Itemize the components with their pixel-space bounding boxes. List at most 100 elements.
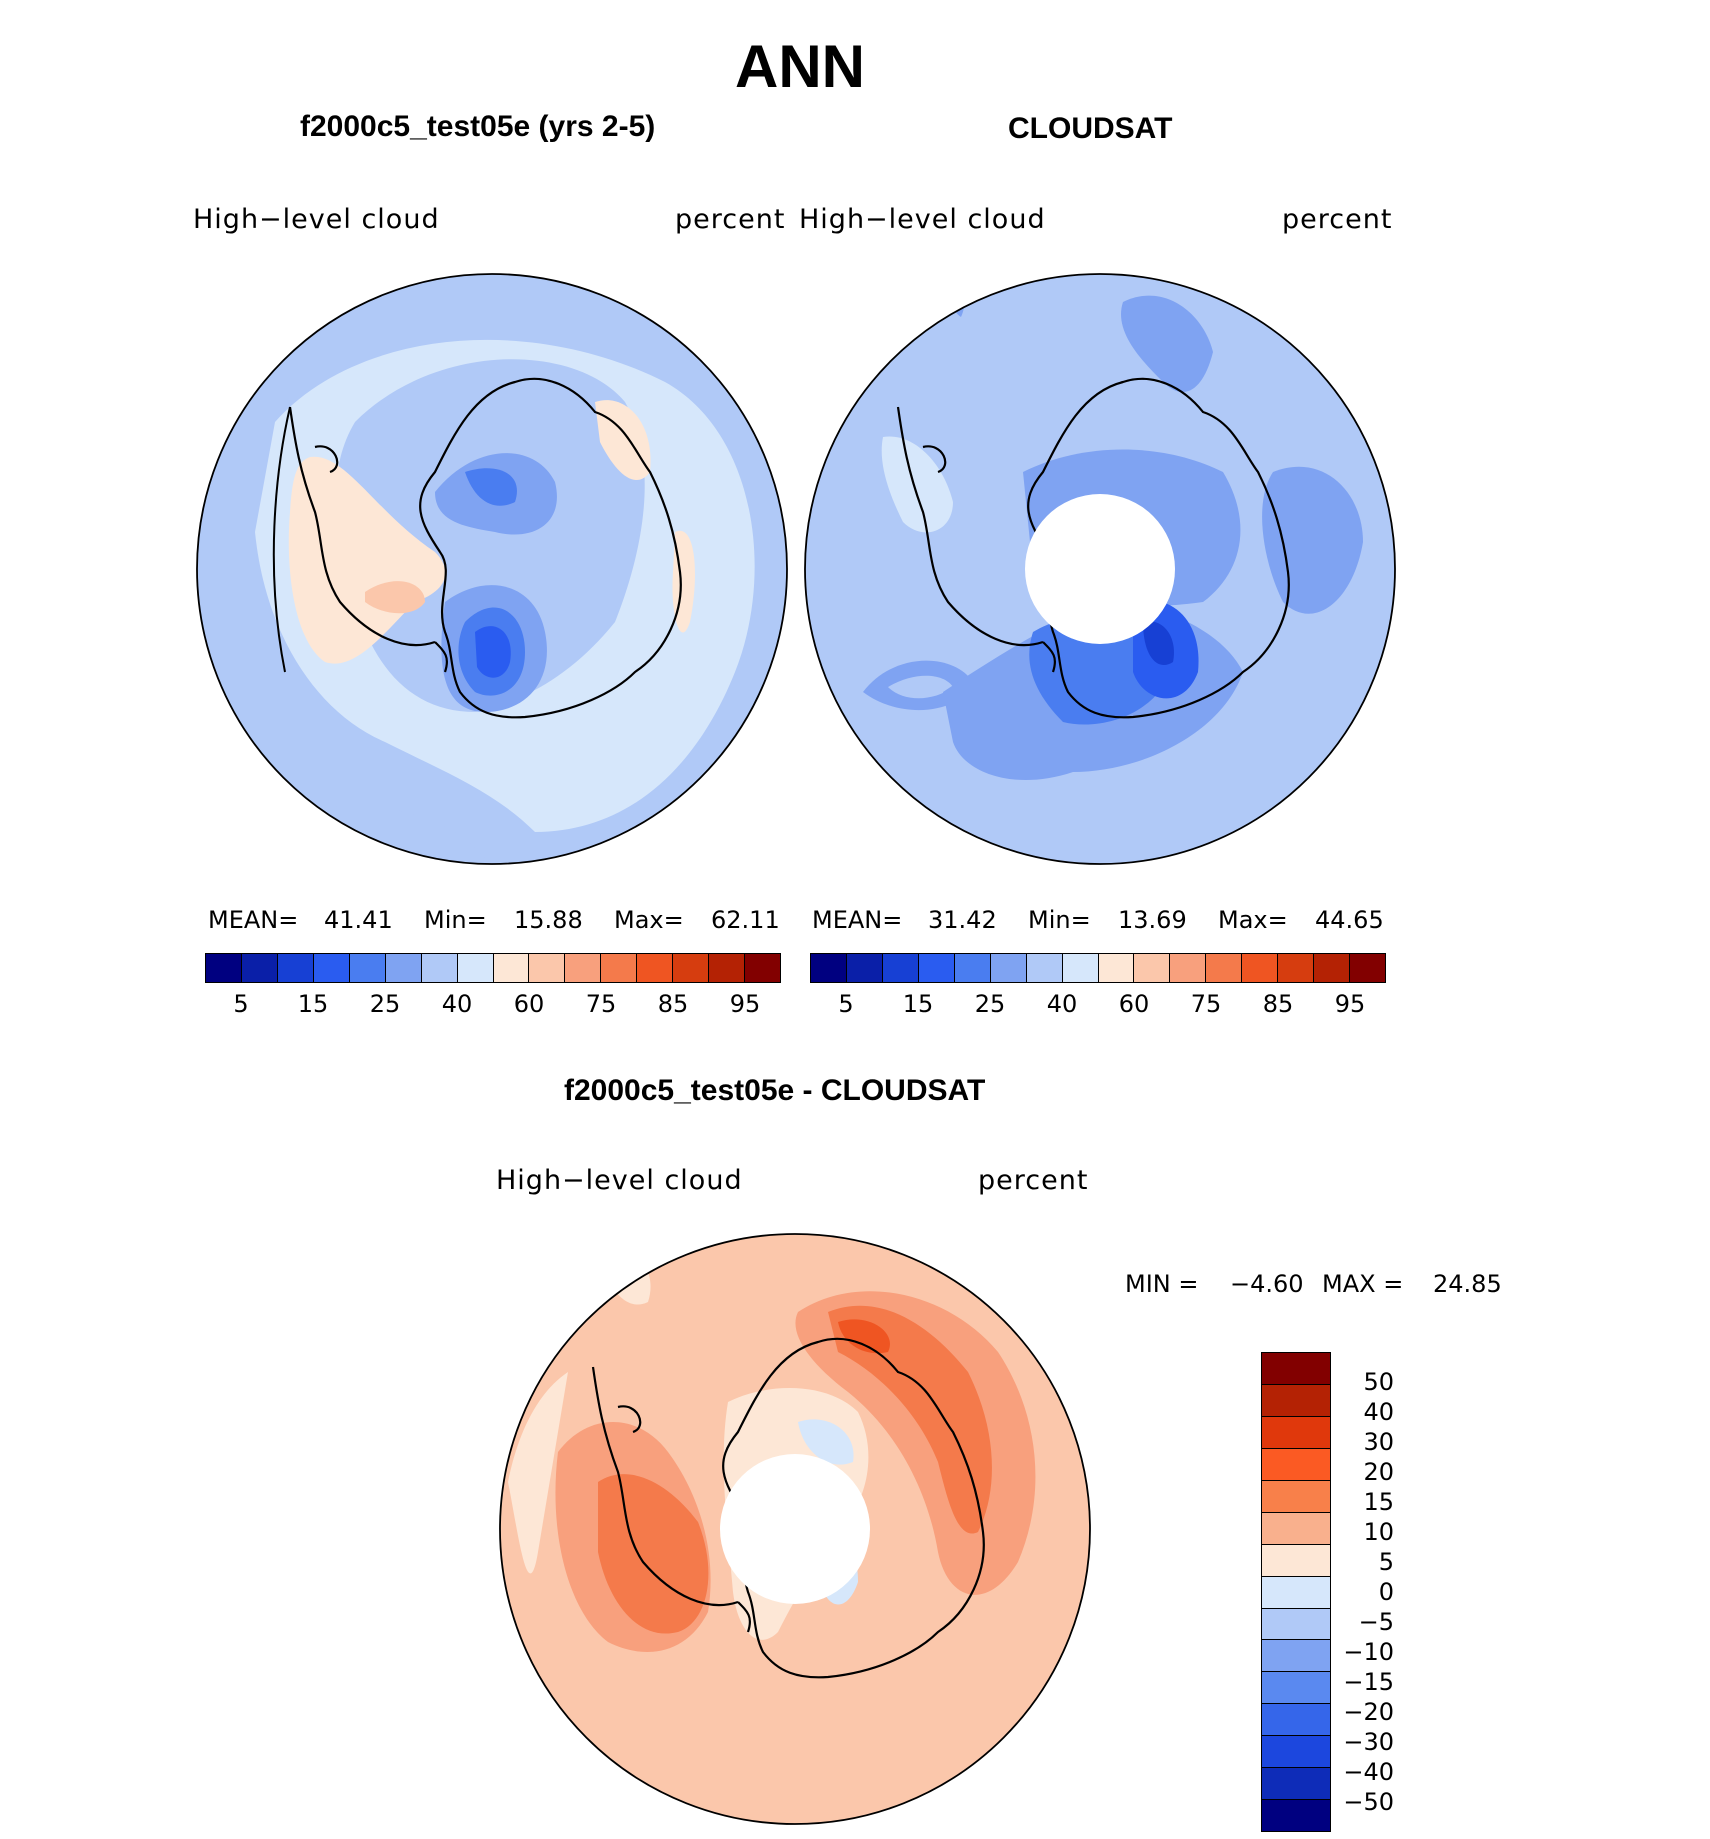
colorbar-tick-label: 60 xyxy=(513,990,545,1018)
colorbar-swatch xyxy=(313,954,350,982)
colorbar-tick-label: 5 xyxy=(233,990,249,1018)
diff-colorbar-ticks: 50 40 30 20 15 10 5 0 −5 −10 −15 −20 −30 −40 −50 xyxy=(1334,1352,1414,1832)
colorbar-swatch xyxy=(1262,1416,1330,1449)
colorbar-swatch xyxy=(1262,1736,1330,1769)
colorbar-swatch xyxy=(1314,954,1351,982)
colorbar-swatch xyxy=(811,954,847,982)
colorbar-tick-label: 20 xyxy=(1363,1458,1394,1486)
colorbar-tick-label: 25 xyxy=(369,990,401,1018)
colorbar-swatch xyxy=(493,954,530,982)
colorbar-tick-label: −10 xyxy=(1343,1638,1394,1666)
colorbar-swatch xyxy=(1278,954,1315,982)
colorbar-swatch xyxy=(1262,1576,1330,1609)
colorbar-swatch xyxy=(457,954,494,982)
colorbar-swatch xyxy=(1262,1768,1330,1801)
colorbar-tick-label: 85 xyxy=(657,990,689,1018)
colorbar-tick-label: 75 xyxy=(585,990,617,1018)
model-mean-label: MEAN= xyxy=(208,906,299,934)
colorbar-swatch xyxy=(745,954,780,982)
colorbar-tick-label: 50 xyxy=(1363,1368,1394,1396)
colorbar-swatch xyxy=(1170,954,1207,982)
obs-polar-map xyxy=(804,273,1396,865)
main-title: ANN xyxy=(735,33,865,100)
colorbar-tick-label: 10 xyxy=(1363,1518,1394,1546)
colorbar-tick-label: 75 xyxy=(1190,990,1222,1018)
colorbar-swatch xyxy=(882,954,919,982)
colorbar-swatch xyxy=(1262,1480,1330,1513)
obs-mean-value: 31.42 xyxy=(928,906,997,934)
colorbar-swatch xyxy=(241,954,278,982)
colorbar-swatch xyxy=(206,954,242,982)
colorbar-tick-label: 0 xyxy=(1378,1578,1394,1606)
colorbar-tick-label: 15 xyxy=(297,990,329,1018)
obs-min-value: 13.69 xyxy=(1118,906,1187,934)
model-panel-title: f2000c5_test05e (yrs 2-5) xyxy=(300,110,656,143)
colorbar-swatch xyxy=(1350,954,1385,982)
obs-max-value: 44.65 xyxy=(1315,906,1384,934)
colorbar-swatch xyxy=(1242,954,1279,982)
diff-panel-title: f2000c5_test05e - CLOUDSAT xyxy=(564,1074,986,1107)
colorbar-tick-label: 30 xyxy=(1363,1428,1394,1456)
colorbar-swatch xyxy=(1262,1353,1330,1385)
colorbar-tick-label: −40 xyxy=(1343,1758,1394,1786)
colorbar-swatch xyxy=(1262,1640,1330,1673)
colorbar-swatch xyxy=(1206,954,1243,982)
colorbar-swatch xyxy=(954,954,991,982)
colorbar-tick-label: −5 xyxy=(1358,1608,1394,1636)
colorbar-swatch xyxy=(385,954,422,982)
colorbar-swatch xyxy=(918,954,955,982)
colorbar-swatch xyxy=(709,954,746,982)
model-units-label: percent xyxy=(675,204,786,235)
obs-min-label: Min= xyxy=(1028,906,1091,934)
model-colorbar-ticks: 5 15 25 40 60 75 85 95 xyxy=(205,990,781,1020)
colorbar-swatch xyxy=(1262,1384,1330,1417)
diff-polar-map xyxy=(499,1233,1091,1825)
colorbar-tick-label: 60 xyxy=(1118,990,1150,1018)
colorbar-tick-label: 25 xyxy=(974,990,1006,1018)
diff-max-label: MAX = xyxy=(1322,1270,1404,1298)
colorbar-tick-label: 40 xyxy=(1363,1398,1394,1426)
model-min-value: 15.88 xyxy=(514,906,583,934)
colorbar-tick-label: 95 xyxy=(1334,990,1366,1018)
colorbar-swatch xyxy=(637,954,674,982)
colorbar-swatch xyxy=(1262,1544,1330,1577)
obs-panel-title: CLOUDSAT xyxy=(1008,112,1173,145)
colorbar-tick-label: 40 xyxy=(441,990,473,1018)
colorbar-tick-label: 40 xyxy=(1046,990,1078,1018)
diff-min-label: MIN = xyxy=(1125,1270,1199,1298)
colorbar-swatch xyxy=(601,954,638,982)
colorbar-tick-label: −30 xyxy=(1343,1728,1394,1756)
colorbar-swatch xyxy=(277,954,314,982)
colorbar-swatch xyxy=(1262,1448,1330,1481)
colorbar-swatch xyxy=(1262,1672,1330,1705)
colorbar-tick-label: −20 xyxy=(1343,1698,1394,1726)
model-polar-map xyxy=(196,273,788,865)
obs-max-label: Max= xyxy=(1218,906,1288,934)
colorbar-swatch xyxy=(421,954,458,982)
colorbar-swatch xyxy=(1262,1800,1330,1832)
diff-min-value: −4.60 xyxy=(1230,1270,1304,1298)
diff-colorbar xyxy=(1261,1352,1331,1832)
colorbar-swatch xyxy=(349,954,386,982)
colorbar-swatch xyxy=(1262,1704,1330,1737)
colorbar-swatch xyxy=(529,954,566,982)
model-max-value: 62.11 xyxy=(711,906,780,934)
colorbar-swatch xyxy=(990,954,1027,982)
colorbar-swatch xyxy=(565,954,602,982)
colorbar-swatch xyxy=(1026,954,1063,982)
obs-colorbar-ticks: 5 15 25 40 60 75 85 95 xyxy=(810,990,1386,1020)
obs-units-label: percent xyxy=(1282,204,1393,235)
colorbar-tick-label: 15 xyxy=(902,990,934,1018)
obs-colorbar xyxy=(810,953,1386,983)
diff-max-value: 24.85 xyxy=(1433,1270,1502,1298)
diff-variable-label: High−level cloud xyxy=(496,1165,743,1196)
obs-mean-label: MEAN= xyxy=(812,906,903,934)
diff-units-label: percent xyxy=(978,1165,1089,1196)
colorbar-tick-label: −15 xyxy=(1343,1668,1394,1696)
colorbar-tick-label: 95 xyxy=(729,990,761,1018)
model-max-label: Max= xyxy=(614,906,684,934)
model-min-label: Min= xyxy=(424,906,487,934)
model-variable-label: High−level cloud xyxy=(193,204,440,235)
colorbar-swatch xyxy=(1262,1512,1330,1545)
colorbar-swatch xyxy=(846,954,883,982)
